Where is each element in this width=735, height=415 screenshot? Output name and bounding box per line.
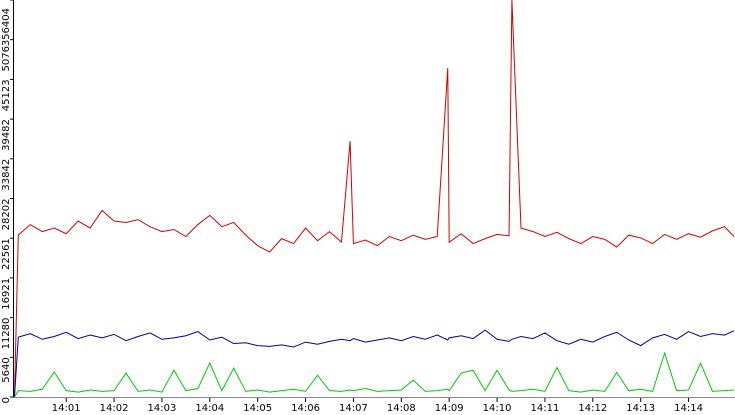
- series-line: [13, 329, 735, 398]
- x-tick-label: 14:04: [195, 403, 224, 414]
- y-tick-label: 28202: [1, 199, 12, 231]
- x-tick-label: 14:13: [626, 403, 655, 414]
- x-tick-label: 14:14: [674, 403, 703, 414]
- y-tick-label: 33842: [1, 159, 12, 191]
- x-tick-label: 14:03: [148, 403, 177, 414]
- series-line: [14, 351, 735, 398]
- y-tick-label: 5640: [1, 357, 12, 382]
- x-tick-label: 14:01: [52, 403, 81, 414]
- x-tick-label: 14:09: [435, 403, 464, 414]
- x-tick-label: 14:05: [243, 403, 272, 414]
- y-tick-label: 39482: [1, 119, 12, 151]
- x-tick-label: 14:11: [531, 403, 560, 414]
- x-tick-label: 14:08: [387, 403, 416, 414]
- series-line: [13, 0, 735, 398]
- y-tick-label: 22561: [1, 238, 12, 270]
- x-tick-label: 14:12: [578, 403, 607, 414]
- x-tick-label: 14:10: [483, 403, 512, 414]
- x-tick-label: 14:02: [100, 403, 129, 414]
- y-tick-label: 16921: [1, 278, 12, 310]
- y-tick-label: 50763: [1, 40, 12, 72]
- y-tick-label: 0: [1, 397, 12, 403]
- y-tick-label: 45123: [1, 79, 12, 111]
- x-tick-label: 14:07: [339, 403, 368, 414]
- x-tick-label: 14:06: [291, 403, 320, 414]
- y-tick-label: 56404: [1, 8, 12, 40]
- y-tick-label: 11280: [1, 318, 12, 350]
